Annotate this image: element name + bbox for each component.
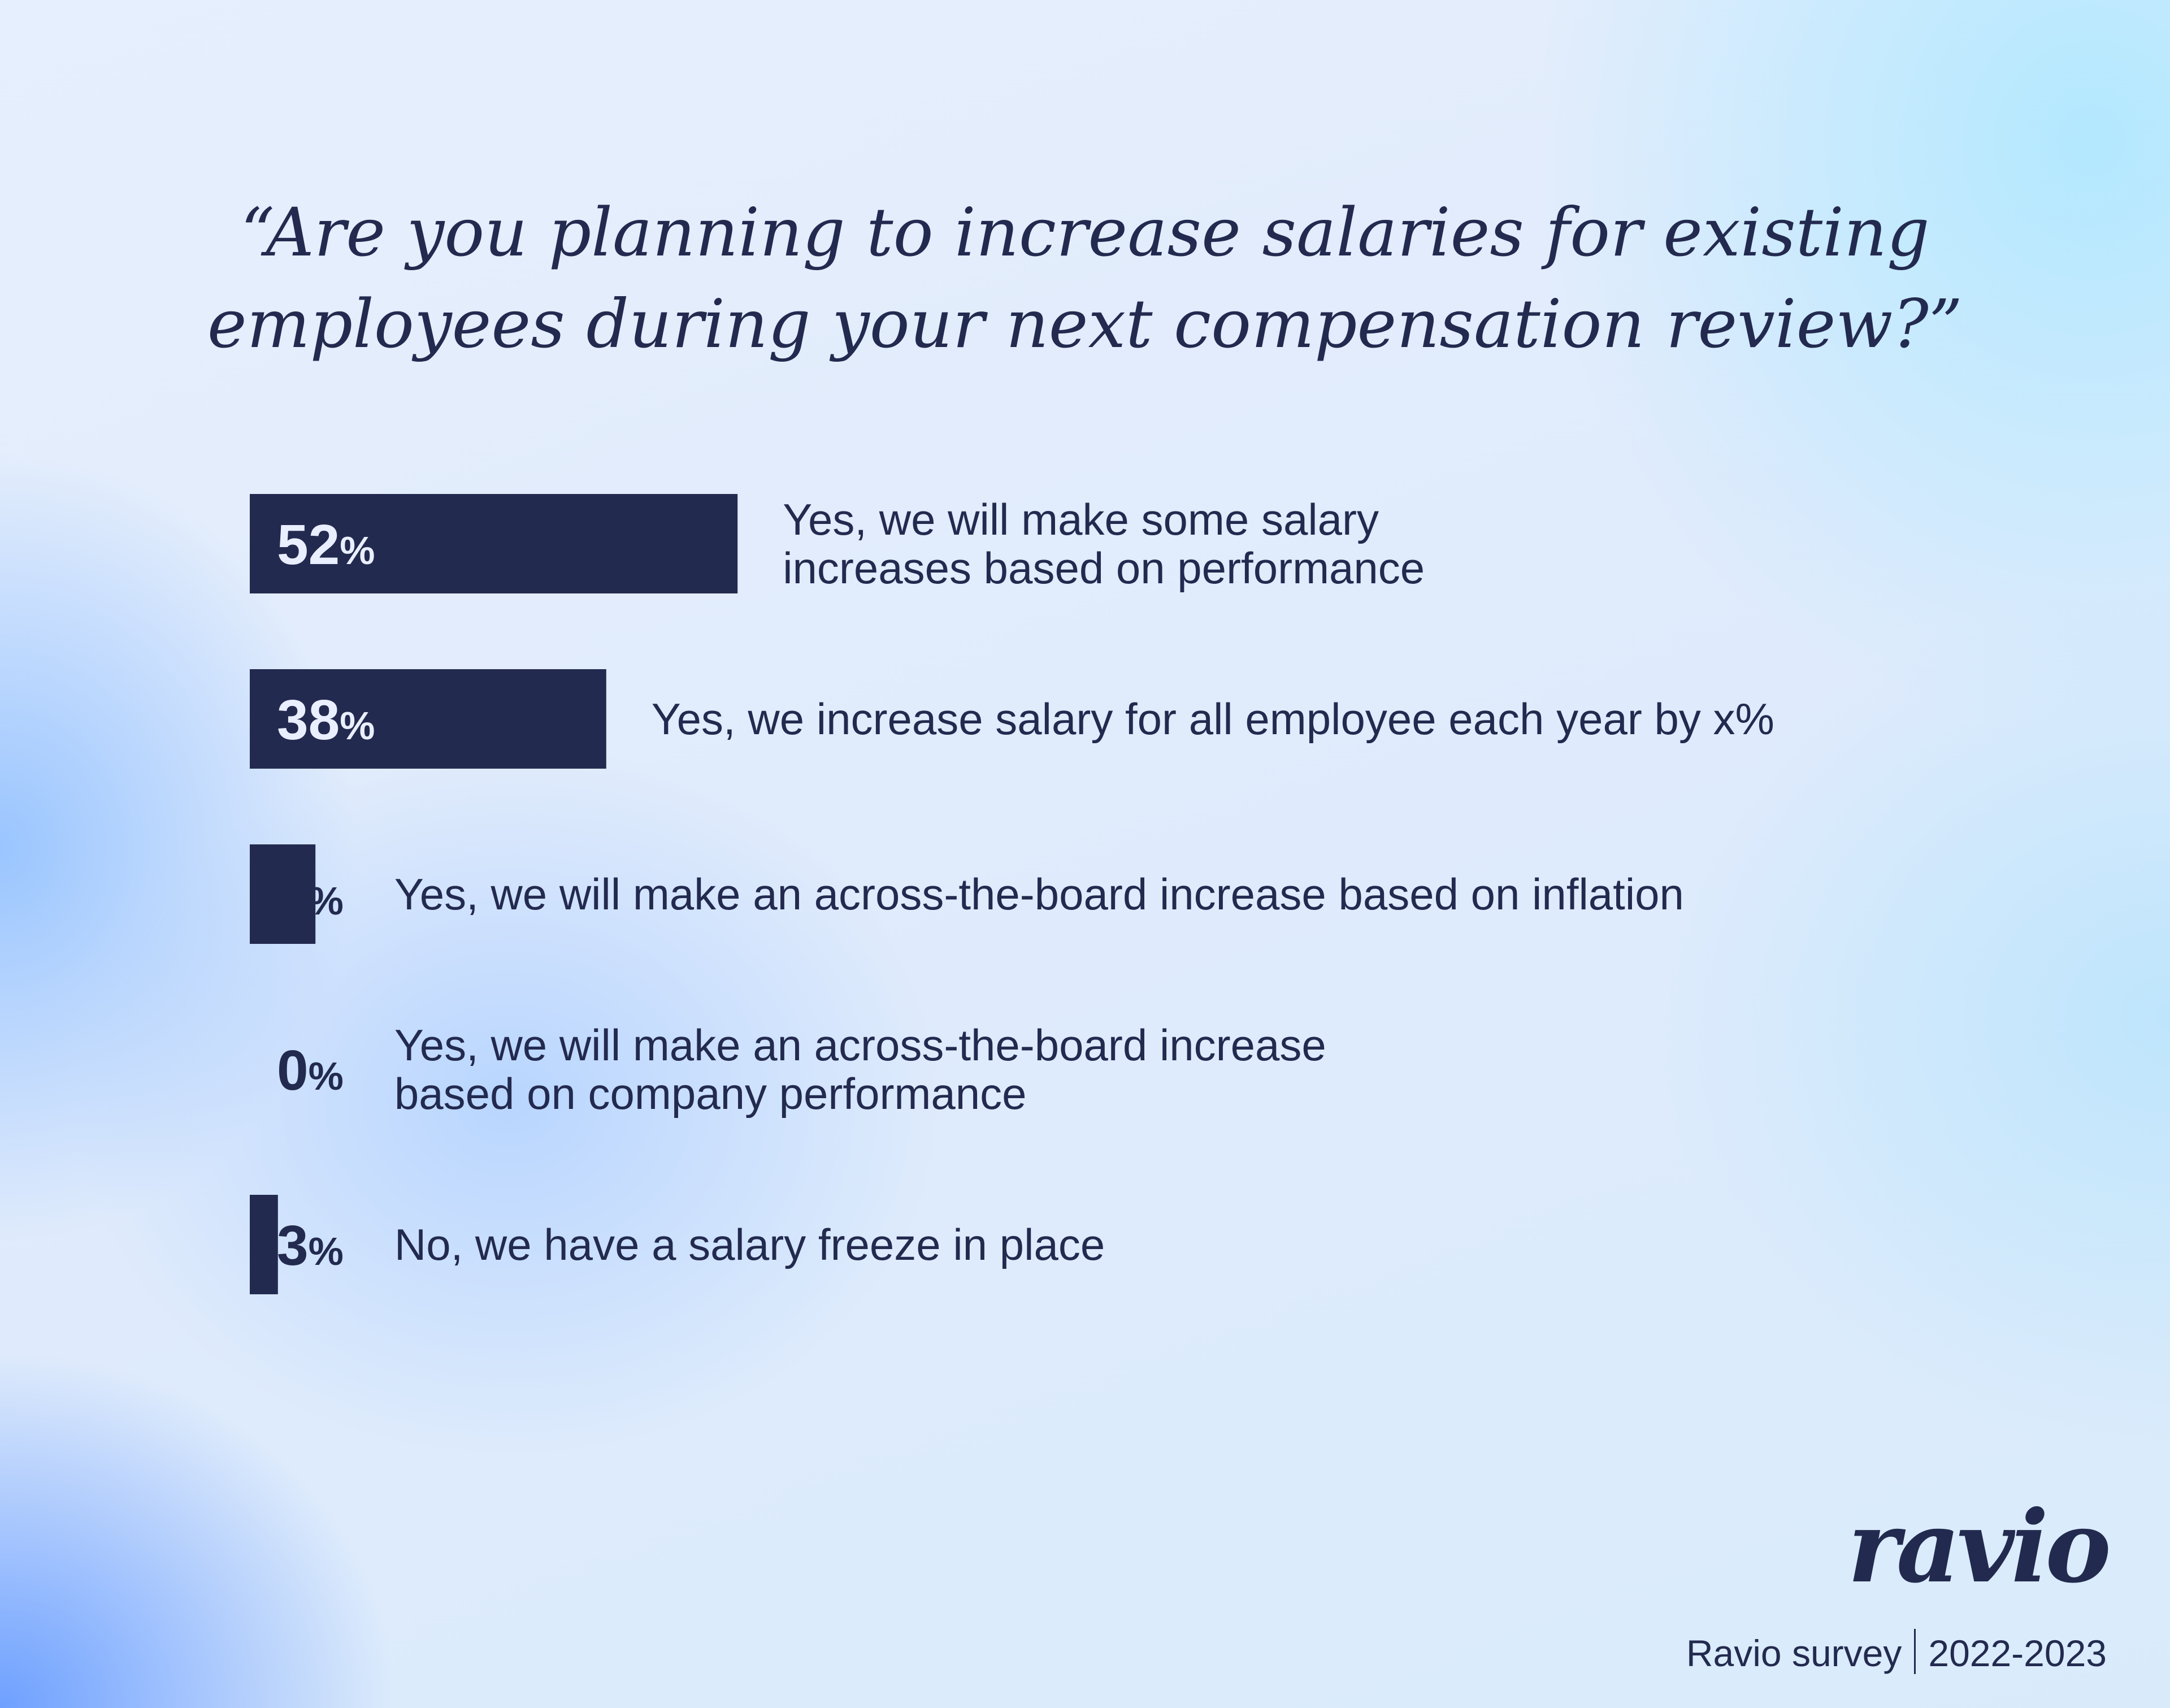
value-number-4: 3 (277, 1214, 309, 1277)
category-label-2-line-0: Yes, we will make an across-the-board in… (394, 869, 1684, 919)
category-label-3-line-1: based on company performance (394, 1069, 1027, 1119)
bar-2 (250, 844, 316, 944)
value-number-2: 7 (277, 864, 309, 927)
chart-title-line-2: employees during your next compensation … (207, 285, 1963, 363)
category-label-2: Yes, we will make an across-the-board in… (394, 869, 1684, 919)
bar-1 (250, 669, 606, 769)
value-percent-sign-2: % (309, 879, 344, 923)
category-label-0-line-1: increases based on performance (783, 543, 1425, 593)
value-number-3: 0 (277, 1039, 309, 1102)
value-number-0: 52 (277, 513, 340, 576)
value-percent-sign-4: % (309, 1229, 344, 1273)
survey-label: Ravio survey (1686, 1632, 1902, 1674)
value-label-2: 7% (277, 864, 344, 927)
bar-chart: 52% Yes, we will make some salary increase… (250, 494, 1774, 1294)
bar-4 (250, 1195, 278, 1294)
ravio-logo: ravio (1847, 1489, 2111, 1605)
value-label-1: 38% (277, 688, 375, 752)
survey-years: 2022-2023 (1928, 1632, 2107, 1674)
value-label-4: 3% (277, 1214, 344, 1277)
chart-title: “Are you planning to increase salaries f… (0, 187, 2170, 370)
value-percent-sign-3: % (309, 1054, 344, 1098)
footer-caption: Ravio survey 2022-2023 (1686, 1628, 2107, 1679)
category-label-3-line-0: Yes, we will make an across-the-board in… (394, 1020, 1326, 1070)
category-label-1-line-0: Yes, we increase salary for all employee… (652, 694, 1774, 744)
value-percent-sign-0: % (340, 528, 375, 573)
value-number-1: 38 (277, 688, 340, 752)
bar-0 (250, 494, 738, 593)
category-label-4: No, we have a salary freeze in place (394, 1220, 1105, 1269)
chart-title-line-1: “Are you planning to increase salaries f… (240, 193, 1930, 271)
value-percent-sign-1: % (340, 704, 375, 748)
category-label-3: Yes, we will make an across-the-board in… (394, 1020, 1326, 1119)
value-label-3: 0% (277, 1039, 344, 1102)
footer-divider (1914, 1629, 1916, 1674)
category-label-1: Yes, we increase salary for all employee… (652, 694, 1774, 744)
category-label-0: Yes, we will make some salary increases b… (783, 495, 1425, 593)
value-label-0: 52% (277, 513, 375, 576)
category-label-0-line-0: Yes, we will make some salary (783, 495, 1379, 544)
category-label-4-line-0: No, we have a salary freeze in place (394, 1220, 1105, 1269)
